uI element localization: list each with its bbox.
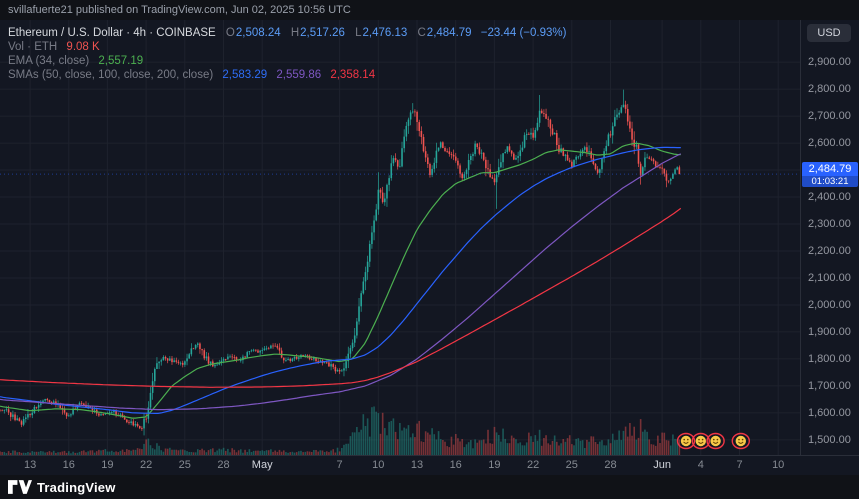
- time-tick-label: 22: [526, 459, 540, 471]
- candles-layer: [0, 89, 681, 436]
- sma100-value: 2,559.86: [276, 69, 322, 81]
- emoji-sticker[interactable]: [676, 432, 696, 450]
- price-tick-label: 2,600.00: [808, 137, 851, 150]
- price-tick-label: 2,400.00: [808, 191, 851, 204]
- ema-study-label[interactable]: EMA (34, close): [8, 55, 90, 67]
- open-value: 2,508.24: [235, 27, 281, 39]
- ma-line-ema-34[interactable]: [0, 142, 681, 419]
- high-value: 2,517.26: [300, 27, 345, 39]
- time-tick-label: 22: [139, 459, 153, 471]
- tradingview-logo[interactable]: TradingView: [8, 479, 116, 495]
- price-change: −23.44 (−0.93%): [480, 27, 567, 39]
- price-tick-label: 2,000.00: [808, 298, 851, 311]
- time-tick-label: May: [251, 459, 273, 471]
- sma50-value: 2,583.29: [222, 69, 268, 81]
- emoji-sticker[interactable]: [691, 432, 710, 450]
- sma200-value: 2,358.14: [330, 69, 376, 81]
- open-label: O: [225, 27, 235, 39]
- chart-legend: Ethereum / U.S. Dollar · 4h · COINBASE O…: [8, 26, 566, 82]
- price-chart[interactable]: Ethereum / U.S. Dollar · 4h · COINBASE O…: [0, 20, 800, 455]
- grid-lines: [0, 20, 800, 455]
- attribution-text: svillafuerte21 published on TradingView.…: [8, 4, 351, 16]
- time-tick-label: 4: [697, 459, 704, 471]
- price-tick-label: 1,800.00: [808, 352, 851, 365]
- ema-value: 2,557.19: [98, 55, 144, 67]
- time-tick-label: 10: [772, 459, 785, 471]
- time-tick-label: 19: [101, 459, 114, 471]
- volume-value: 9.08 K: [66, 41, 100, 53]
- smas-row: SMAs (50, close, 100, close, 200, close)…: [8, 68, 566, 82]
- symbol-description[interactable]: Ethereum / U.S. Dollar · 4h · COINBASE: [8, 27, 216, 39]
- low-value: 2,476.13: [362, 27, 408, 39]
- time-tick-label: 13: [410, 459, 424, 471]
- price-tick-label: 1,500.00: [808, 433, 851, 446]
- close-label: C: [417, 27, 426, 39]
- time-tick-label: 25: [178, 459, 191, 471]
- time-tick-label: Jun: [653, 459, 671, 471]
- price-tick-label: 2,100.00: [808, 271, 851, 284]
- top-bar: svillafuerte21 published on TradingView.…: [0, 0, 859, 20]
- ema-row: EMA (34, close) 2,557.19: [8, 54, 566, 68]
- ma-line-sma-200[interactable]: [0, 207, 682, 388]
- ma-line-sma-100[interactable]: [0, 153, 682, 411]
- time-tick-label: 28: [604, 459, 617, 471]
- time-tick-label: 16: [449, 459, 462, 471]
- emoji-sticker[interactable]: [706, 432, 725, 450]
- ma-line-sma-50[interactable]: [0, 146, 681, 414]
- volume-study-label[interactable]: Vol · ETH: [8, 41, 58, 53]
- price-tick-label: 2,300.00: [808, 218, 851, 230]
- price-tick-label: 2,200.00: [808, 244, 851, 257]
- price-tick-label: 1,900.00: [808, 325, 851, 338]
- time-tick-label: 19: [488, 459, 501, 471]
- time-tick-label: 25: [565, 459, 578, 471]
- time-tick-label: 16: [62, 459, 75, 471]
- tradingview-logo-icon: [8, 480, 32, 494]
- currency-toggle-button[interactable]: USD: [807, 24, 851, 42]
- bar-countdown: 01:03:21: [802, 176, 858, 188]
- time-tick-label: 7: [736, 459, 743, 471]
- chart-canvas[interactable]: [0, 20, 800, 455]
- emoji-sticker[interactable]: [731, 432, 750, 450]
- price-tick-label: 2,900.00: [808, 56, 851, 69]
- price-tick-label: 2,700.00: [808, 110, 851, 123]
- time-tick-label: 7: [336, 459, 343, 471]
- volume-layer: [0, 406, 681, 455]
- price-tick-label: 1,600.00: [808, 406, 851, 419]
- price-tick-label: 1,700.00: [808, 379, 851, 392]
- last-price-value: 2,484.79: [808, 163, 852, 176]
- volume-row: Vol · ETH 9.08 K: [8, 40, 566, 54]
- low-label: L: [355, 27, 362, 39]
- smas-study-label[interactable]: SMAs (50, close, 100, close, 200, close): [8, 69, 214, 81]
- time-scale[interactable]: 13 16 19 22 25 28 May 7 10 13 16 19 22 25 28 Jun 4 7 10: [0, 455, 859, 475]
- high-label: H: [290, 27, 300, 39]
- price-scale[interactable]: USD 2,900.002,800.002,700.002,600.002,50…: [800, 20, 859, 475]
- price-tick-label: 2,800.00: [808, 83, 851, 96]
- time-tick-label: 10: [372, 459, 385, 471]
- last-price-label: 2,484.79 01:03:21: [802, 162, 858, 188]
- close-value: 2,484.79: [426, 27, 472, 39]
- time-tick-label: 13: [23, 459, 37, 471]
- time-tick-label: 28: [217, 459, 230, 471]
- tradingview-wordmark: TradingView: [37, 479, 116, 495]
- bottom-bar: TradingView: [0, 475, 859, 499]
- symbol-row: Ethereum / U.S. Dollar · 4h · COINBASE O…: [8, 26, 566, 40]
